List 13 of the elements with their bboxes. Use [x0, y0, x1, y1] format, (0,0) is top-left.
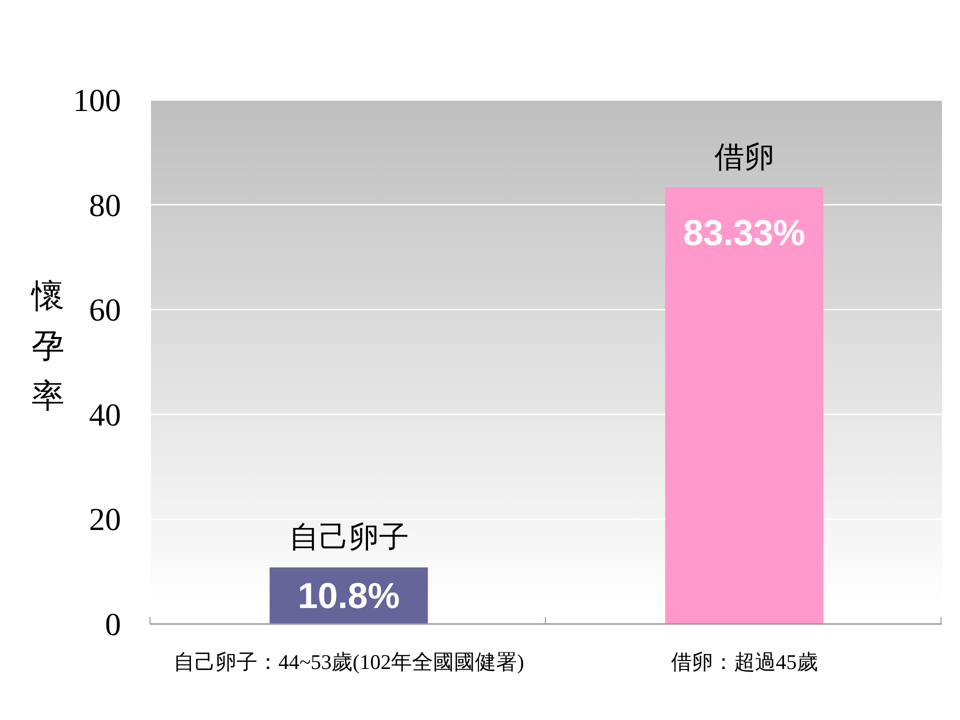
data-label: 83.33% — [683, 212, 806, 253]
annotation: 借卵 — [714, 140, 774, 174]
y-tick-label: 100 — [73, 82, 121, 118]
y-tick-label: 60 — [89, 292, 121, 328]
x-tick-label: 借卵：超過45歲 — [670, 650, 818, 674]
x-tick-label: 自己卵子：44~53歲(102年全國國健署) — [173, 650, 524, 674]
y-axis-title: 懷孕率 — [30, 279, 64, 415]
data-label: 10.8% — [298, 575, 400, 616]
annotation: 自己卵子 — [288, 520, 409, 554]
y-tick-label: 20 — [89, 501, 121, 538]
y-tick-label: 80 — [89, 186, 121, 223]
y-tick-label: 0 — [105, 606, 121, 642]
y-tick-label: 40 — [89, 396, 121, 432]
